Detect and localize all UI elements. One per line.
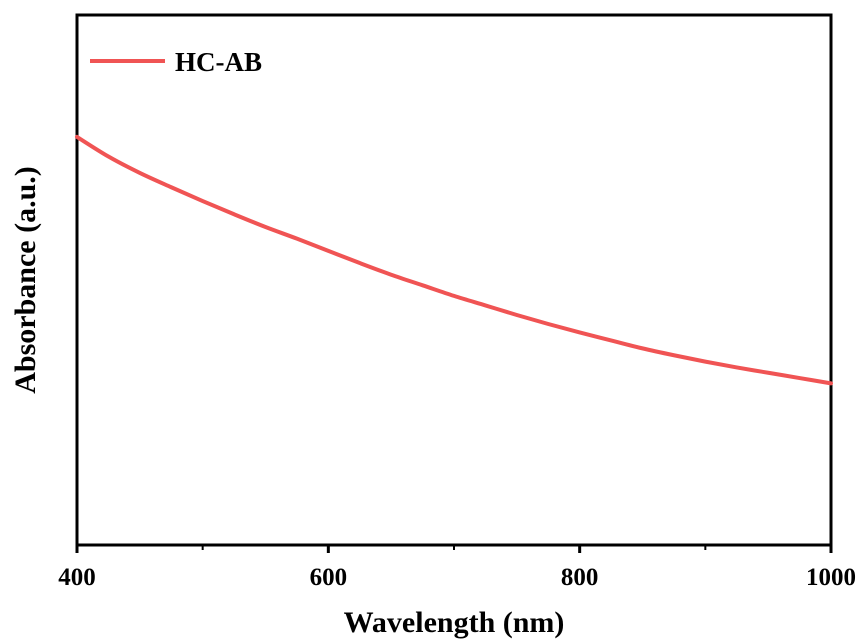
x-axis-tick-labels: 400 600 800 1000: [58, 564, 856, 591]
x-tick-label-800: 800: [561, 564, 599, 591]
x-tick-label-600: 600: [310, 564, 348, 591]
legend-label-hc-ab: HC-AB: [175, 47, 262, 77]
x-axis-title: Wavelength (nm): [344, 606, 565, 639]
x-tick-label-400: 400: [58, 564, 96, 591]
legend: HC-AB: [90, 47, 262, 77]
x-axis-ticks: [75, 545, 833, 553]
y-axis-title: Absorbance (a.u.): [9, 166, 42, 394]
plot-frame: [75, 13, 833, 547]
x-tick-label-1000: 1000: [806, 564, 856, 591]
series-line-hc-ab: [75, 134, 833, 386]
